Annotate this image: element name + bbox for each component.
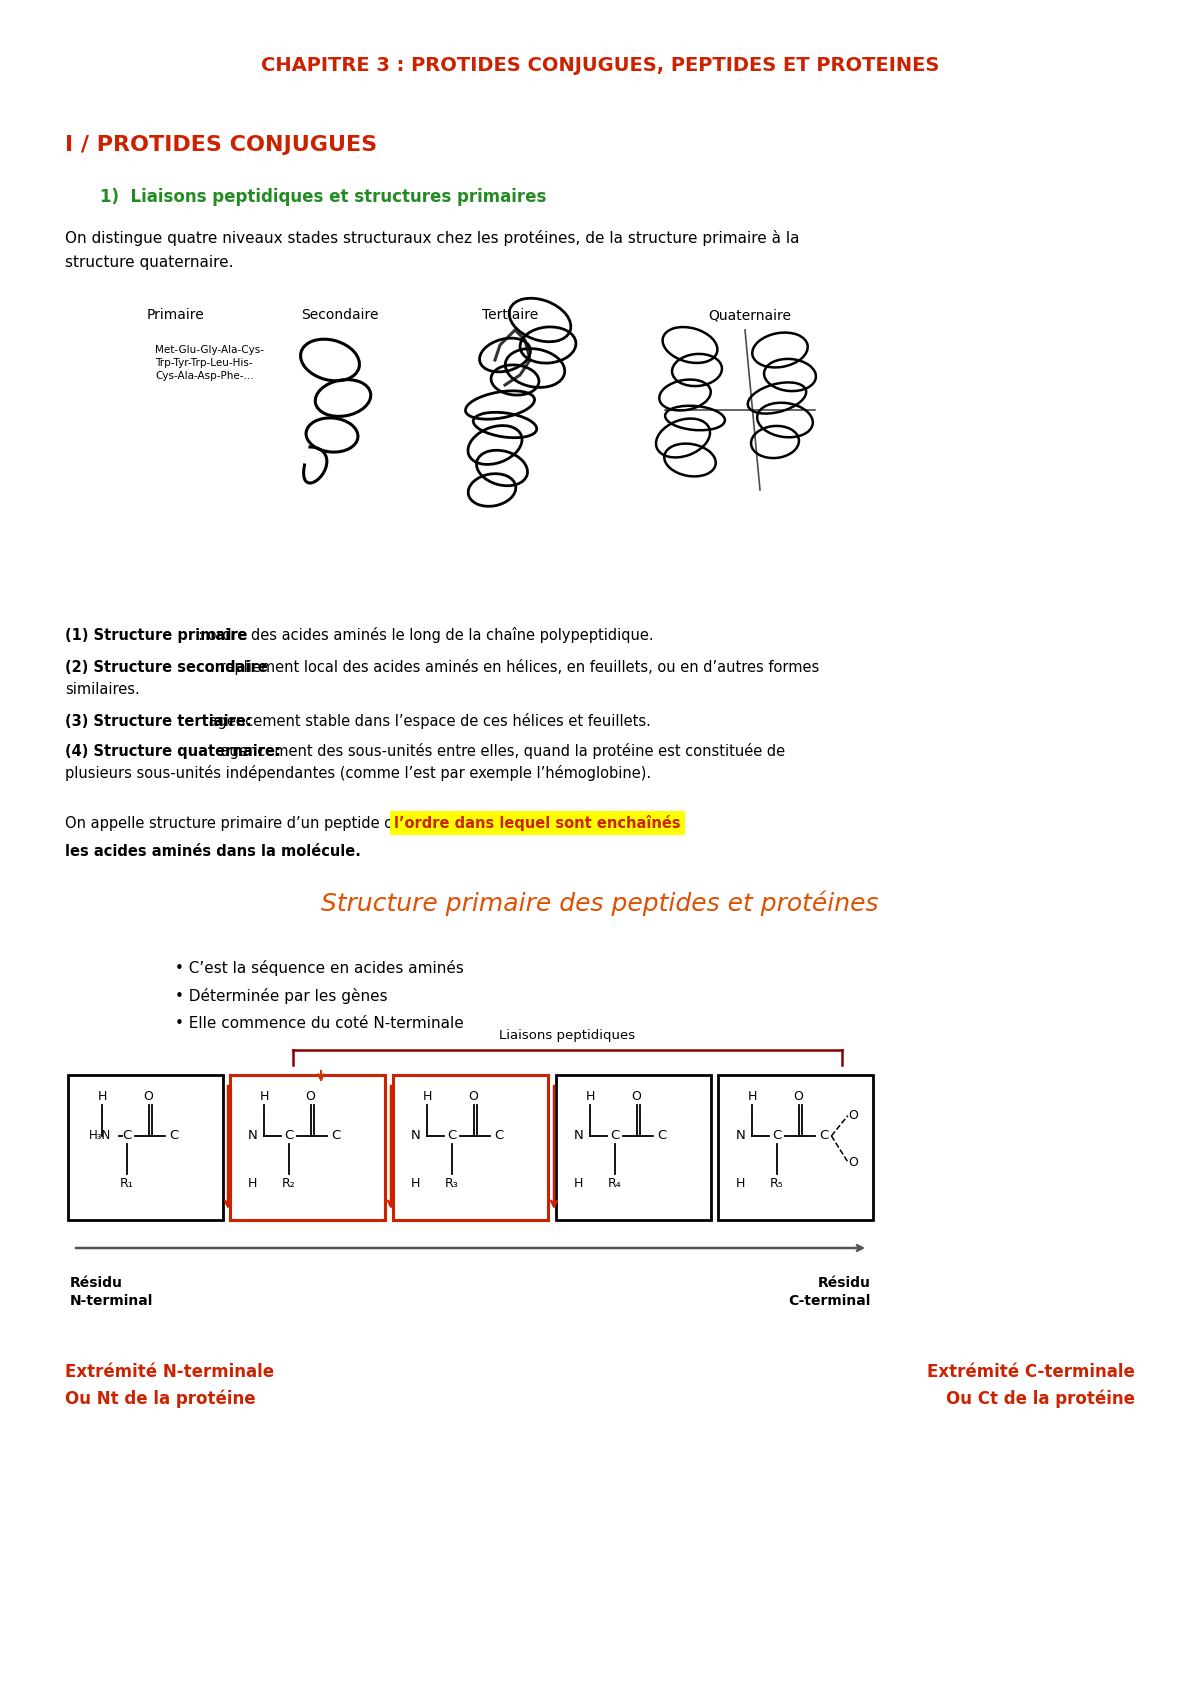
Text: O: O [631,1090,642,1104]
Text: Met-Glu-Gly-Ala-Cys-
Trp-Tyr-Trp-Leu-His-
Cys-Ala-Asp-Phe-...: Met-Glu-Gly-Ala-Cys- Trp-Tyr-Trp-Leu-His… [155,345,264,382]
Text: N: N [410,1129,420,1143]
Text: C: C [448,1129,456,1143]
Text: H: H [748,1090,757,1104]
Text: • Elle commence du coté N-terminale: • Elle commence du coté N-terminale [175,1017,463,1031]
Text: C: C [122,1129,132,1143]
Text: C: C [818,1129,828,1143]
Text: les acides aminés dans la molécule.: les acides aminés dans la molécule. [65,844,361,859]
Text: agencement des sous-unités entre elles, quand la protéine est constituée de: agencement des sous-unités entre elles, … [216,744,785,759]
Text: I / PROTIDES CONJUGUES: I / PROTIDES CONJUGUES [65,136,377,155]
Text: H: H [586,1090,595,1104]
Text: Ou Ct de la protéine: Ou Ct de la protéine [946,1389,1135,1408]
Text: R₃: R₃ [445,1177,458,1190]
Text: Résidu
C-terminal: Résidu C-terminal [788,1275,871,1309]
Text: Secondaire: Secondaire [301,307,379,323]
Text: N: N [736,1129,745,1143]
Text: (1) Structure primaire: (1) Structure primaire [65,628,253,642]
Text: H: H [574,1177,583,1190]
Text: R₂: R₂ [282,1177,295,1190]
Bar [556,1075,710,1219]
Text: : ordre des acides aminés le long de la chaîne polypeptidique.: : ordre des acides aminés le long de la … [198,627,654,644]
Text: (3) Structure tertiaire:: (3) Structure tertiaire: [65,713,252,728]
Text: O: O [306,1090,316,1104]
Text: plusieurs sous-unités indépendantes (comme l’est par exemple l’hémoglobine).: plusieurs sous-unités indépendantes (com… [65,766,652,781]
Text: C: C [611,1129,619,1143]
Text: C: C [284,1129,294,1143]
Text: On appelle structure primaire d’un peptide ou d’une protéine,: On appelle structure primaire d’un pepti… [65,815,523,830]
Text: Liaisons peptidiques: Liaisons peptidiques [499,1029,635,1043]
Text: R₄: R₄ [608,1177,622,1190]
Text: C: C [656,1129,666,1143]
Bar [718,1075,874,1219]
Text: N: N [574,1129,583,1143]
Text: Quaternaire: Quaternaire [708,307,792,323]
Text: H₃N: H₃N [89,1129,110,1143]
Text: Structure primaire des peptides et protéines: Structure primaire des peptides et proté… [322,890,878,915]
Text: 1)  Liaisons peptidiques et structures primaires: 1) Liaisons peptidiques et structures pr… [100,188,546,205]
Text: H: H [247,1177,257,1190]
Text: C: C [331,1129,340,1143]
Text: Tertiaire: Tertiaire [482,307,538,323]
Text: R₁: R₁ [120,1177,133,1190]
Bar [394,1075,548,1219]
Text: H: H [97,1090,107,1104]
Text: O: O [848,1156,858,1168]
Text: similaires.: similaires. [65,681,139,696]
Text: (4) Structure quaternaire:: (4) Structure quaternaire: [65,744,281,759]
Text: Extrémité C-terminale: Extrémité C-terminale [928,1363,1135,1380]
Text: • Déterminée par les gènes: • Déterminée par les gènes [175,988,388,1004]
Text: (2) Structure secondaire: (2) Structure secondaire [65,659,272,674]
Text: H: H [736,1177,745,1190]
Text: structure quaternaire.: structure quaternaire. [65,255,234,270]
Text: Primaire: Primaire [146,307,204,323]
Text: O: O [144,1090,154,1104]
Text: H: H [422,1090,432,1104]
Text: O: O [793,1090,804,1104]
Text: : repliement local des acides aminés en hélices, en feuillets, ou en d’autres fo: : repliement local des acides aminés en … [210,659,820,676]
Text: C: C [773,1129,781,1143]
Text: CHAPITRE 3 : PROTIDES CONJUGUES, PEPTIDES ET PROTEINES: CHAPITRE 3 : PROTIDES CONJUGUES, PEPTIDE… [260,56,940,75]
Text: Ou Nt de la protéine: Ou Nt de la protéine [65,1389,256,1408]
Bar [68,1075,223,1219]
Text: C: C [493,1129,503,1143]
Text: H: H [410,1177,420,1190]
Text: Résidu
N-terminal: Résidu N-terminal [70,1275,154,1309]
Text: O: O [848,1109,858,1122]
Text: R₅: R₅ [770,1177,784,1190]
Text: agencement stable dans l’espace de ces hélices et feuillets.: agencement stable dans l’espace de ces h… [204,713,652,728]
Text: • C’est la séquence en acides aminés: • C’est la séquence en acides aminés [175,959,464,976]
Bar [230,1075,385,1219]
Text: On distingue quatre niveaux stades structuraux chez les protéines, de la structu: On distingue quatre niveaux stades struc… [65,229,799,246]
Text: Extrémité N-terminale: Extrémité N-terminale [65,1363,274,1380]
Text: O: O [469,1090,479,1104]
Text: l’ordre dans lequel sont enchaînés: l’ordre dans lequel sont enchaînés [395,815,682,830]
Text: C: C [169,1129,178,1143]
Text: H: H [259,1090,269,1104]
Text: N: N [247,1129,257,1143]
